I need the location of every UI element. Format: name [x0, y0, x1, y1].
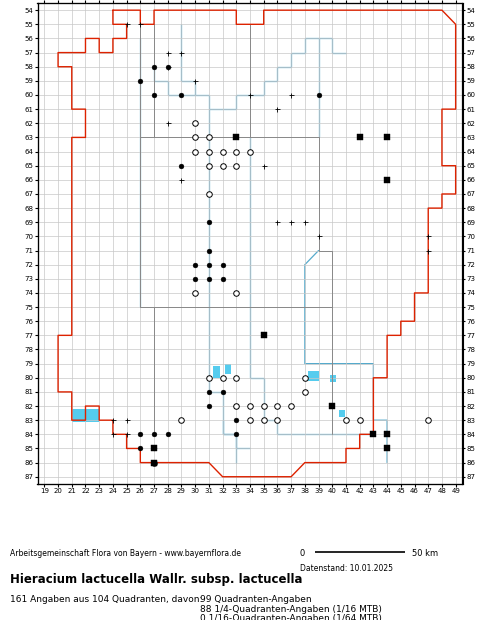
- Bar: [330, 375, 336, 382]
- Text: Datenstand: 10.01.2025: Datenstand: 10.01.2025: [300, 564, 393, 574]
- Text: 99 Quadranten-Angaben: 99 Quadranten-Angaben: [200, 595, 312, 604]
- Bar: [213, 366, 220, 378]
- Text: 88 1/4-Quadranten-Angaben (1/16 MTB): 88 1/4-Quadranten-Angaben (1/16 MTB): [200, 604, 382, 614]
- Text: Hieracium lactucella Wallr. subsp. lactucella: Hieracium lactucella Wallr. subsp. lactu…: [10, 574, 302, 587]
- Text: 0 1/16-Quadranten-Angaben (1/64 MTB): 0 1/16-Quadranten-Angaben (1/64 MTB): [200, 614, 382, 620]
- Bar: [308, 371, 318, 381]
- Bar: [226, 363, 231, 373]
- Text: 161 Angaben aus 104 Quadranten, davon:: 161 Angaben aus 104 Quadranten, davon:: [10, 595, 202, 604]
- Bar: [339, 410, 344, 417]
- Text: Arbeitsgemeinschaft Flora von Bayern - www.bayernflora.de: Arbeitsgemeinschaft Flora von Bayern - w…: [10, 549, 241, 558]
- Text: 0: 0: [300, 549, 305, 558]
- Text: 50 km: 50 km: [412, 549, 438, 558]
- Bar: [72, 409, 99, 422]
